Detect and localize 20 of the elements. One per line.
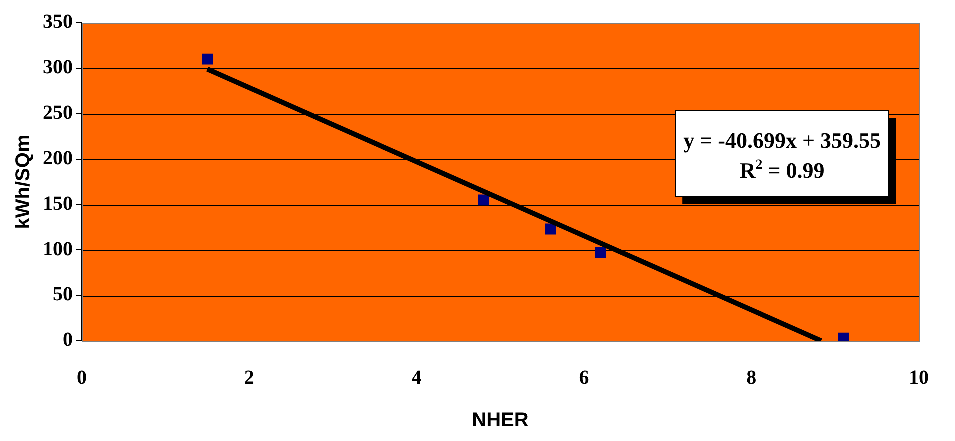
y-tick-label: 0 [63,329,73,352]
point [595,247,606,258]
x-tick-label: 2 [244,367,254,390]
y-tick-label: 150 [43,192,73,215]
annotation: y = -40.699x + 359.55 [684,128,882,153]
y-tick-label: 100 [43,238,73,260]
y-tick-label: 300 [43,56,73,79]
point [478,194,490,206]
y-tick-label: 350 [43,11,73,34]
y-tick-label: 200 [43,147,73,170]
y-tick-label: 250 [43,102,73,124]
x-axis-title: NHER [472,410,530,432]
y-axis-title: kWh/SQm [12,134,35,230]
point [202,54,213,65]
x-tick-label: 0 [77,367,87,390]
x-tick-label: 4 [412,367,422,390]
x-tick-label: 10 [909,367,929,390]
x-tick-label: 6 [579,367,590,390]
x-tick-label: 8 [746,367,757,390]
y-tick-label: 50 [53,284,73,306]
